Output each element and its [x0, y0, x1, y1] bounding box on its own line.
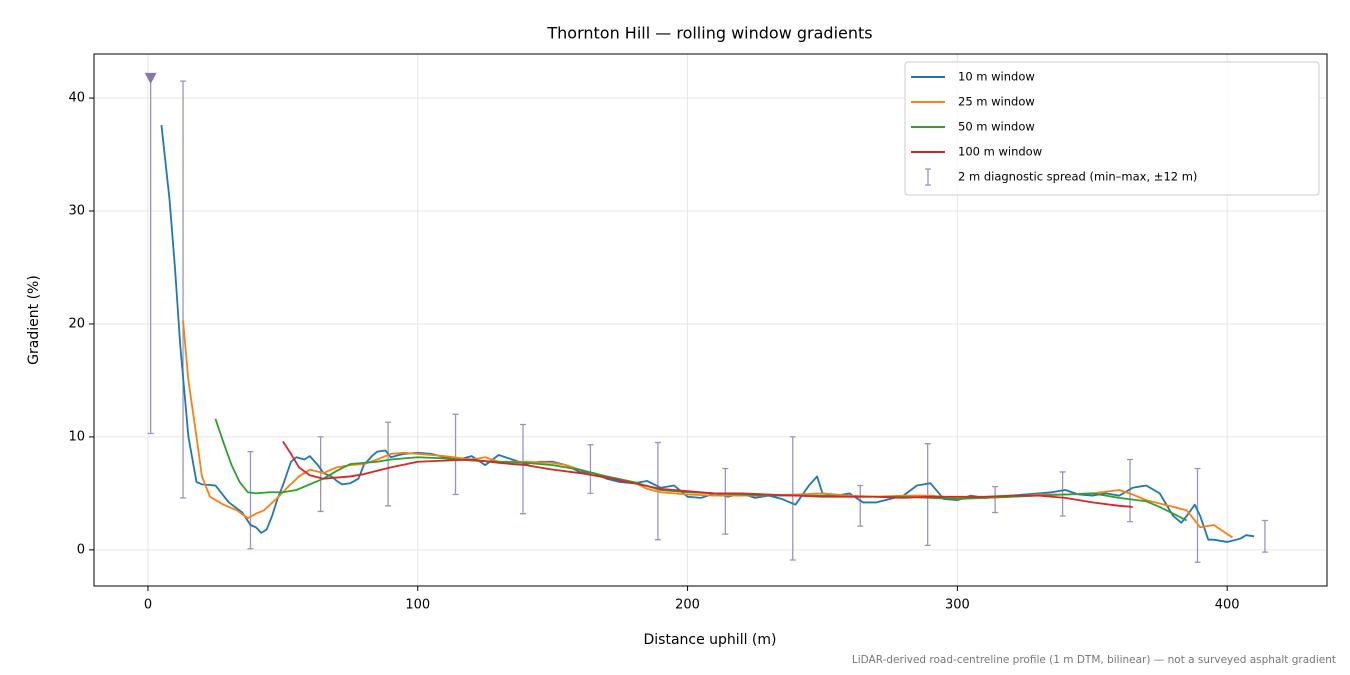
error-bar [385, 421, 392, 507]
legend-label: 25 m window [958, 95, 1035, 109]
error-bar [1261, 519, 1268, 553]
x-tick-label: 300 [945, 598, 970, 613]
error-bar [147, 78, 154, 435]
x-tick-label: 200 [675, 598, 700, 613]
y-tick-label: 40 [68, 91, 85, 106]
legend-label: 100 m window [958, 145, 1042, 159]
error-bar [247, 450, 254, 550]
x-tick-label: 100 [405, 598, 430, 613]
error-bar [587, 444, 594, 495]
y-tick-label: 20 [68, 316, 85, 331]
y-axis-label: Gradient (%) [26, 275, 42, 365]
x-axis-label: Distance uphill (m) [644, 632, 777, 648]
error-bar [519, 423, 526, 515]
legend: 10 m window 25 m window 50 m window 100 m w… [904, 61, 1320, 196]
error-bar [317, 436, 324, 513]
plot-frame [93, 53, 1328, 587]
x-tick-label: 0 [144, 598, 152, 613]
y-tick-label: 0 [77, 542, 85, 557]
error-bar [857, 484, 864, 527]
chart-title: Thornton Hill — rolling window gradients [546, 24, 872, 43]
line-series [182, 320, 1234, 539]
error-bar [452, 413, 459, 496]
y-tick-label: 10 [68, 429, 85, 444]
footnote: LiDAR-derived road-centreline profile (1… [852, 654, 1336, 666]
x-tick-label: 400 [1215, 598, 1240, 613]
legend-label: 10 m window [958, 70, 1035, 84]
error-bar [924, 443, 931, 546]
error-bar [180, 80, 187, 499]
error-bar [722, 467, 729, 535]
error-bar [789, 436, 796, 561]
legend-box [904, 61, 1320, 196]
marker [144, 72, 157, 84]
legend-swatch [925, 168, 931, 186]
legend-label: 50 m window [958, 120, 1035, 134]
error-bar [992, 485, 999, 514]
y-tick-label: 30 [68, 204, 85, 219]
error-bar [1127, 458, 1134, 523]
error-bar [1194, 467, 1201, 563]
legend-label: 2 m diagnostic spread (min–max, ±12 m) [958, 170, 1197, 184]
line-series [282, 440, 1133, 508]
